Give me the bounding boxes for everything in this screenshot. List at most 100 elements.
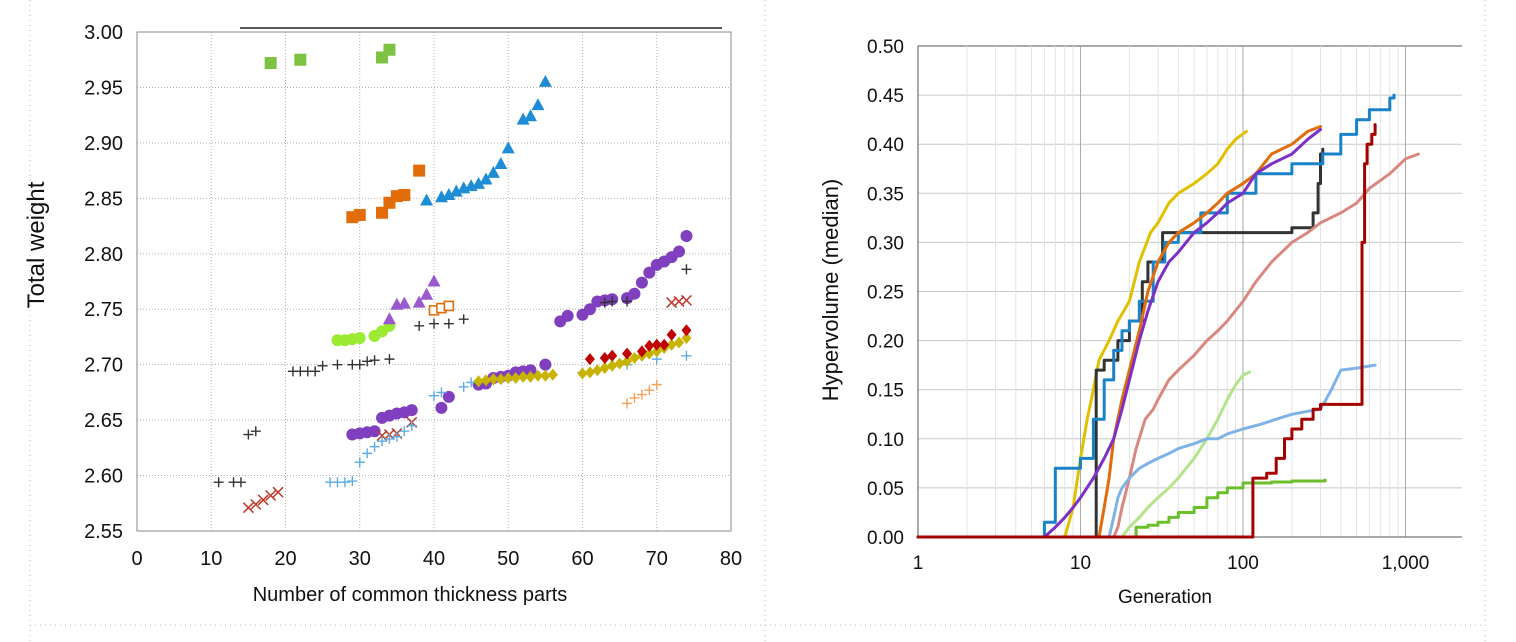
- scatter-point-circle: [405, 404, 418, 417]
- scatter-point-circle: [635, 276, 648, 289]
- scatter-point-circle: [628, 287, 641, 300]
- scatter-x-tick-label: 70: [646, 548, 668, 570]
- scatter-point-plus: [362, 356, 373, 367]
- scatter-point-square: [376, 206, 389, 219]
- line-series-path: [916, 93, 1396, 539]
- scatter-point-plus: [458, 381, 469, 392]
- scatter-point-plus: [636, 389, 647, 400]
- scatter-x-tick-label: 60: [571, 548, 593, 570]
- line-series-path: [916, 152, 1420, 539]
- scatter-point-plus: [384, 433, 395, 444]
- scatter-point-plus: [599, 297, 610, 308]
- scatter-point-diamond: [614, 357, 625, 370]
- scatter-y-tick-label: 2.75: [84, 299, 123, 321]
- line-chart: 0.00 0.05 0.10 0.15 0.20 0.25 0.30 0.35 0.40 0.45…: [818, 37, 1462, 608]
- line-x-tick-labels: 1 10 100 1,000: [913, 553, 1430, 574]
- scatter-point-triangle: [501, 141, 515, 154]
- scatter-point-square: [264, 57, 277, 70]
- scatter-point-plus: [651, 379, 662, 390]
- scatter-point-diamond: [525, 370, 536, 383]
- scatter-point-square: [353, 208, 366, 221]
- scatter-point-plus: [243, 429, 254, 440]
- line-x-axis-label: Generation: [1118, 587, 1212, 608]
- scatter-point-plus: [622, 398, 633, 409]
- line-x-tick-label: 1,000: [1382, 553, 1430, 574]
- line-series-path: [916, 370, 1252, 539]
- scatter-point-x: [250, 498, 262, 510]
- scatter-point-diamond: [681, 324, 692, 337]
- scatter-point-circle: [368, 425, 381, 438]
- scatter-point-plus: [681, 264, 692, 275]
- scatter-point-diamond: [622, 347, 633, 360]
- scatter-point-diamond: [666, 338, 677, 351]
- scatter-chart: 2.55 2.60 2.65 2.70 2.75 2.80 2.85 2.90 2.95 3.00…: [23, 22, 742, 606]
- scatter-point-diamond: [666, 328, 677, 341]
- scatter-y-axis-label: Total weight: [23, 181, 50, 308]
- scatter-point-plus: [466, 377, 477, 388]
- scatter-point-triangle: [449, 184, 463, 197]
- scatter-point-plus: [317, 360, 328, 371]
- scatter-point-triangle: [494, 156, 508, 169]
- line-y-tick-label: 0.45: [867, 86, 904, 107]
- scatter-point-plus: [377, 436, 388, 447]
- scatter-y-tick-label: 2.90: [84, 133, 123, 155]
- line-x-tick-label: 10: [1070, 553, 1091, 574]
- scatter-point-diamond: [577, 367, 588, 380]
- scatter-point-x: [242, 502, 254, 514]
- line-y-tick-label: 0.35: [867, 184, 904, 205]
- scatter-point-x: [265, 489, 277, 502]
- scatter-point-triangle: [412, 295, 426, 308]
- scatter-point-plus: [369, 441, 380, 452]
- scatter-point-square: [383, 43, 396, 56]
- scatter-point-plus: [391, 431, 402, 442]
- scatter-point-diamond: [607, 349, 618, 362]
- scatter-x-tick-label: 20: [274, 548, 296, 570]
- line-series-path: [916, 125, 1322, 539]
- scatter-x-tick-label: 80: [720, 548, 742, 570]
- scatter-point-plus: [429, 390, 439, 401]
- scatter-point-plus: [414, 320, 425, 331]
- scatter-point-triangle: [420, 193, 434, 206]
- line-y-tick-label: 0.00: [867, 528, 904, 549]
- scatter-point-circle: [442, 390, 455, 403]
- scatter-point-diamond: [681, 332, 692, 345]
- scatter-x-tick-label: 50: [497, 548, 519, 570]
- line-y-tick-labels: 0.00 0.05 0.10 0.15 0.20 0.25 0.30 0.35 0.40 0.45…: [867, 37, 904, 549]
- line-series-path: [916, 123, 1377, 539]
- scatter-point-plus: [235, 477, 246, 488]
- scatter-point-diamond: [480, 374, 491, 387]
- scatter-x-tick-label: 30: [349, 548, 371, 570]
- scatter-point-plus: [347, 476, 358, 487]
- line-x-tick-label: 1: [913, 553, 924, 574]
- scatter-point-diamond: [540, 369, 551, 382]
- line-y-tick-label: 0.15: [867, 381, 904, 402]
- scatter-point-square: [413, 164, 426, 177]
- scatter-point-diamond: [599, 352, 610, 365]
- dotted-background-guides: [29, 0, 1486, 642]
- scatter-point-diamond: [622, 355, 633, 368]
- scatter-point-plus: [339, 477, 350, 488]
- scatter-point-circle: [643, 266, 656, 279]
- scatter-y-tick-label: 2.85: [84, 188, 123, 210]
- scatter-point-triangle: [531, 98, 545, 111]
- scatter-x-axis-label: Number of common thickness parts: [253, 584, 568, 606]
- scatter-point-diamond: [584, 353, 595, 366]
- scatter-point-plus: [406, 420, 417, 431]
- scatter-plot-frame: [136, 31, 732, 532]
- scatter-y-tick-label: 2.55: [84, 521, 123, 543]
- scatter-point-plus: [399, 426, 410, 437]
- scatter-point-x: [257, 494, 269, 506]
- scatter-point-diamond: [547, 368, 558, 381]
- scatter-point-triangle: [420, 287, 434, 300]
- scatter-point-plus: [458, 314, 469, 325]
- scatter-point-plus: [384, 354, 395, 365]
- scatter-point-diamond: [532, 369, 543, 382]
- line-y-tick-label: 0.40: [867, 135, 904, 156]
- scatter-point-diamond: [488, 373, 499, 386]
- scatter-point-triangle: [472, 176, 486, 189]
- scatter-y-tick-label: 2.95: [84, 77, 123, 99]
- line-y-tick-label: 0.05: [867, 479, 904, 500]
- scatter-point-diamond: [584, 366, 595, 379]
- scatter-point-plus: [362, 448, 373, 459]
- scatter-point-circle: [583, 303, 596, 316]
